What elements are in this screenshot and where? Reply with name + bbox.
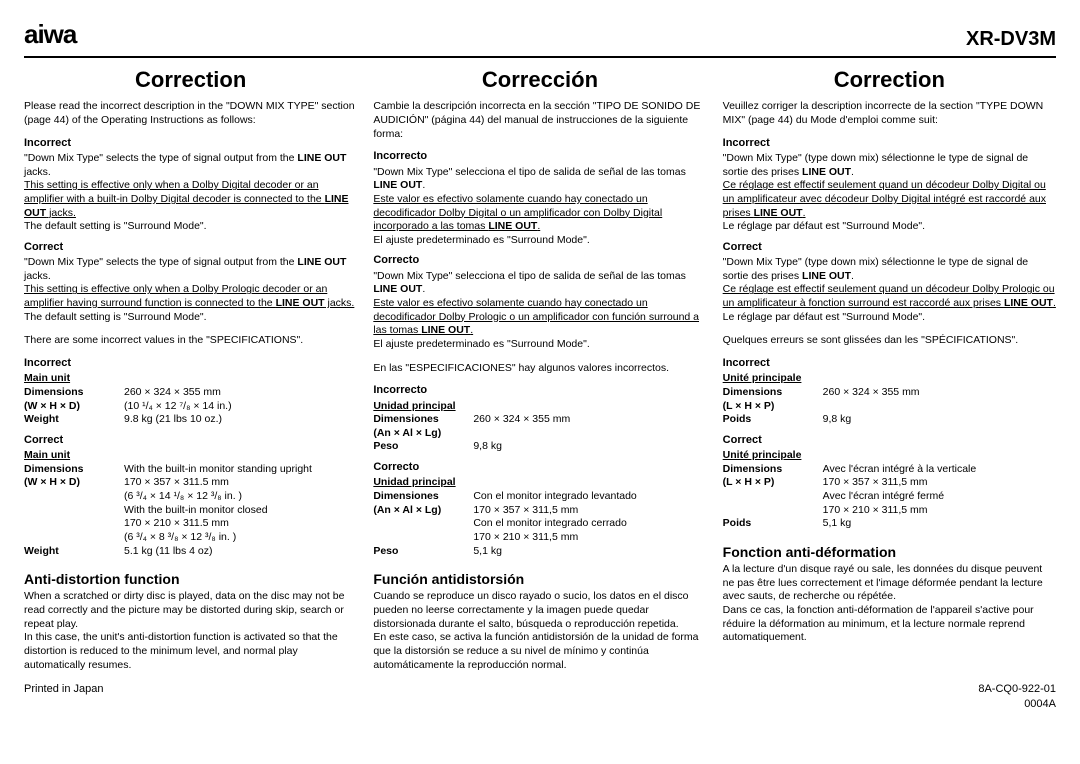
spec-cor-whd: (L × H × P)170 × 357 × 311,5 mm [723,476,1056,490]
incorrect-underline: Este valor es efectivo solamente cuando … [373,193,706,234]
anti-title: Función antidistorsión [373,570,706,588]
doc-number: 8A-CQ0-922-01 [978,682,1056,696]
spec-cor-l4: 170 × 210 × 311.5 mm [24,517,357,531]
intro-text: Veuillez corriger la description incorre… [723,100,1056,127]
spec-inc-wt: Weight9.8 kg (21 lbs 10 oz.) [24,413,357,427]
incorrect-p1: "Down Mix Type" selecciona el tipo de sa… [373,166,706,193]
col-title: Correction [24,66,357,95]
incorrect-p2: El ajuste predeterminado es "Surround Mo… [373,234,706,248]
correct-label: Correct [723,240,1056,254]
spec-inc-dim: Dimensions260 × 324 × 355 mm [723,386,1056,400]
correct-underline: Este valor es efectivo solamente cuando … [373,297,706,338]
spec-cor-unit: Unidad principal [373,476,706,490]
anti-body: A la lecture d'un disque rayé ou sale, l… [723,563,1056,645]
incorrect-underline: This setting is effective only when a Do… [24,179,357,220]
spec-cor-wt: Weight5.1 kg (11 lbs 4 oz) [24,545,357,559]
col-title: Correction [723,66,1056,95]
anti-title: Fonction anti-déformation [723,543,1056,561]
content-columns: Correction Please read the incorrect desc… [24,66,1056,672]
incorrect-p1: "Down Mix Type" (type down mix) sélectio… [723,152,1056,179]
spec-intro: There are some incorrect values in the "… [24,334,357,348]
spec-cor-dim: DimensionsWith the built-in monitor stan… [24,463,357,477]
spec-incorrect-label: Incorrect [24,356,357,370]
spec-incorrect-label: Incorrect [723,356,1056,370]
spec-cor-l4: 170 × 210 × 311,5 mm [723,504,1056,518]
anti-body: When a scratched or dirty disc is played… [24,590,357,672]
column-1: Corrección Cambie la descripción incorrec… [373,66,706,672]
spec-inc-unit: Main unit [24,372,357,386]
column-2: Correction Veuillez corriger la descripti… [723,66,1056,672]
incorrect-label: Incorrect [723,136,1056,150]
spec-cor-l5: (6 ³/₄ × 8 ³/₈ × 12 ³/₈ in. ) [24,531,357,545]
intro-text: Please read the incorrect description in… [24,100,357,127]
correct-p2: The default setting is "Surround Mode". [24,311,357,325]
intro-text: Cambie la descripción incorrecta en la s… [373,100,706,141]
spec-cor-unit: Main unit [24,449,357,463]
spec-cor-dim: DimensionsAvec l'écran intégré à la vert… [723,463,1056,477]
spec-cor-wt: Peso5,1 kg [373,545,706,559]
brand-logo: aiwa [24,18,76,52]
header: aiwa XR-DV3M [24,18,1056,58]
footer-left: Printed in Japan [24,682,104,711]
incorrect-underline: Ce réglage est effectif seulement quand … [723,179,1056,220]
spec-intro: En las "ESPECIFICACIONES" hay algunos va… [373,362,706,376]
footer: Printed in Japan 8A-CQ0-922-01 0004A [24,682,1056,711]
col-title: Corrección [373,66,706,95]
incorrect-p2: Le réglage par défaut est "Surround Mode… [723,220,1056,234]
correct-p2: El ajuste predeterminado es "Surround Mo… [373,338,706,352]
anti-title: Anti-distortion function [24,570,357,588]
correct-p1: "Down Mix Type" selects the type of sign… [24,256,357,283]
spec-cor-unit: Unité principale [723,449,1056,463]
spec-inc-whd: (W × H × D)(10 ¹/₄ × 12 ⁷/₈ × 14 in.) [24,400,357,414]
spec-correct-label: Correct [723,433,1056,447]
correct-p1: "Down Mix Type" selecciona el tipo de sa… [373,270,706,297]
spec-inc-whd: (L × H × P) [723,400,1056,414]
spec-cor-l4: 170 × 210 × 311,5 mm [373,531,706,545]
spec-cor-l3: With the built-in monitor closed [24,504,357,518]
correct-label: Correct [24,240,357,254]
spec-inc-dim: Dimensiones260 × 324 × 355 mm [373,413,706,427]
incorrect-p1: "Down Mix Type" selects the type of sign… [24,152,357,179]
correct-underline: This setting is effective only when a Do… [24,283,357,310]
spec-cor-l2: (6 ³/₄ × 14 ¹/₈ × 12 ³/₈ in. ) [24,490,357,504]
correct-p1: "Down Mix Type" (type down mix) sélectio… [723,256,1056,283]
spec-cor-whd: (An × Al × Lg)170 × 357 × 311,5 mm [373,504,706,518]
spec-intro: Quelques erreurs se sont glissées dan le… [723,334,1056,348]
spec-cor-dim: DimensionesCon el monitor integrado leva… [373,490,706,504]
anti-body: Cuando se reproduce un disco rayado o su… [373,590,706,672]
column-0: Correction Please read the incorrect desc… [24,66,357,672]
spec-cor-whd: (W × H × D)170 × 357 × 311.5 mm [24,476,357,490]
correct-underline: Ce réglage est effectif seulement quand … [723,283,1056,310]
spec-correct-label: Correcto [373,460,706,474]
spec-inc-wt: Peso9,8 kg [373,440,706,454]
spec-inc-wt: Poids9,8 kg [723,413,1056,427]
spec-incorrect-label: Incorrecto [373,383,706,397]
incorrect-label: Incorrect [24,136,357,150]
correct-label: Correcto [373,253,706,267]
doc-code: 0004A [978,697,1056,711]
correct-p2: Le réglage par défaut est "Surround Mode… [723,311,1056,325]
spec-cor-l3: Avec l'écran intégré fermé [723,490,1056,504]
spec-cor-wt: Poids5,1 kg [723,517,1056,531]
spec-cor-l3: Con el monitor integrado cerrado [373,517,706,531]
model-number: XR-DV3M [966,26,1056,52]
incorrect-label: Incorrecto [373,149,706,163]
footer-right: 8A-CQ0-922-01 0004A [978,682,1056,711]
spec-inc-unit: Unidad principal [373,400,706,414]
spec-inc-whd: (An × Al × Lg) [373,427,706,441]
spec-correct-label: Correct [24,433,357,447]
spec-inc-dim: Dimensions260 × 324 × 355 mm [24,386,357,400]
incorrect-p2: The default setting is "Surround Mode". [24,220,357,234]
spec-inc-unit: Unité principale [723,372,1056,386]
